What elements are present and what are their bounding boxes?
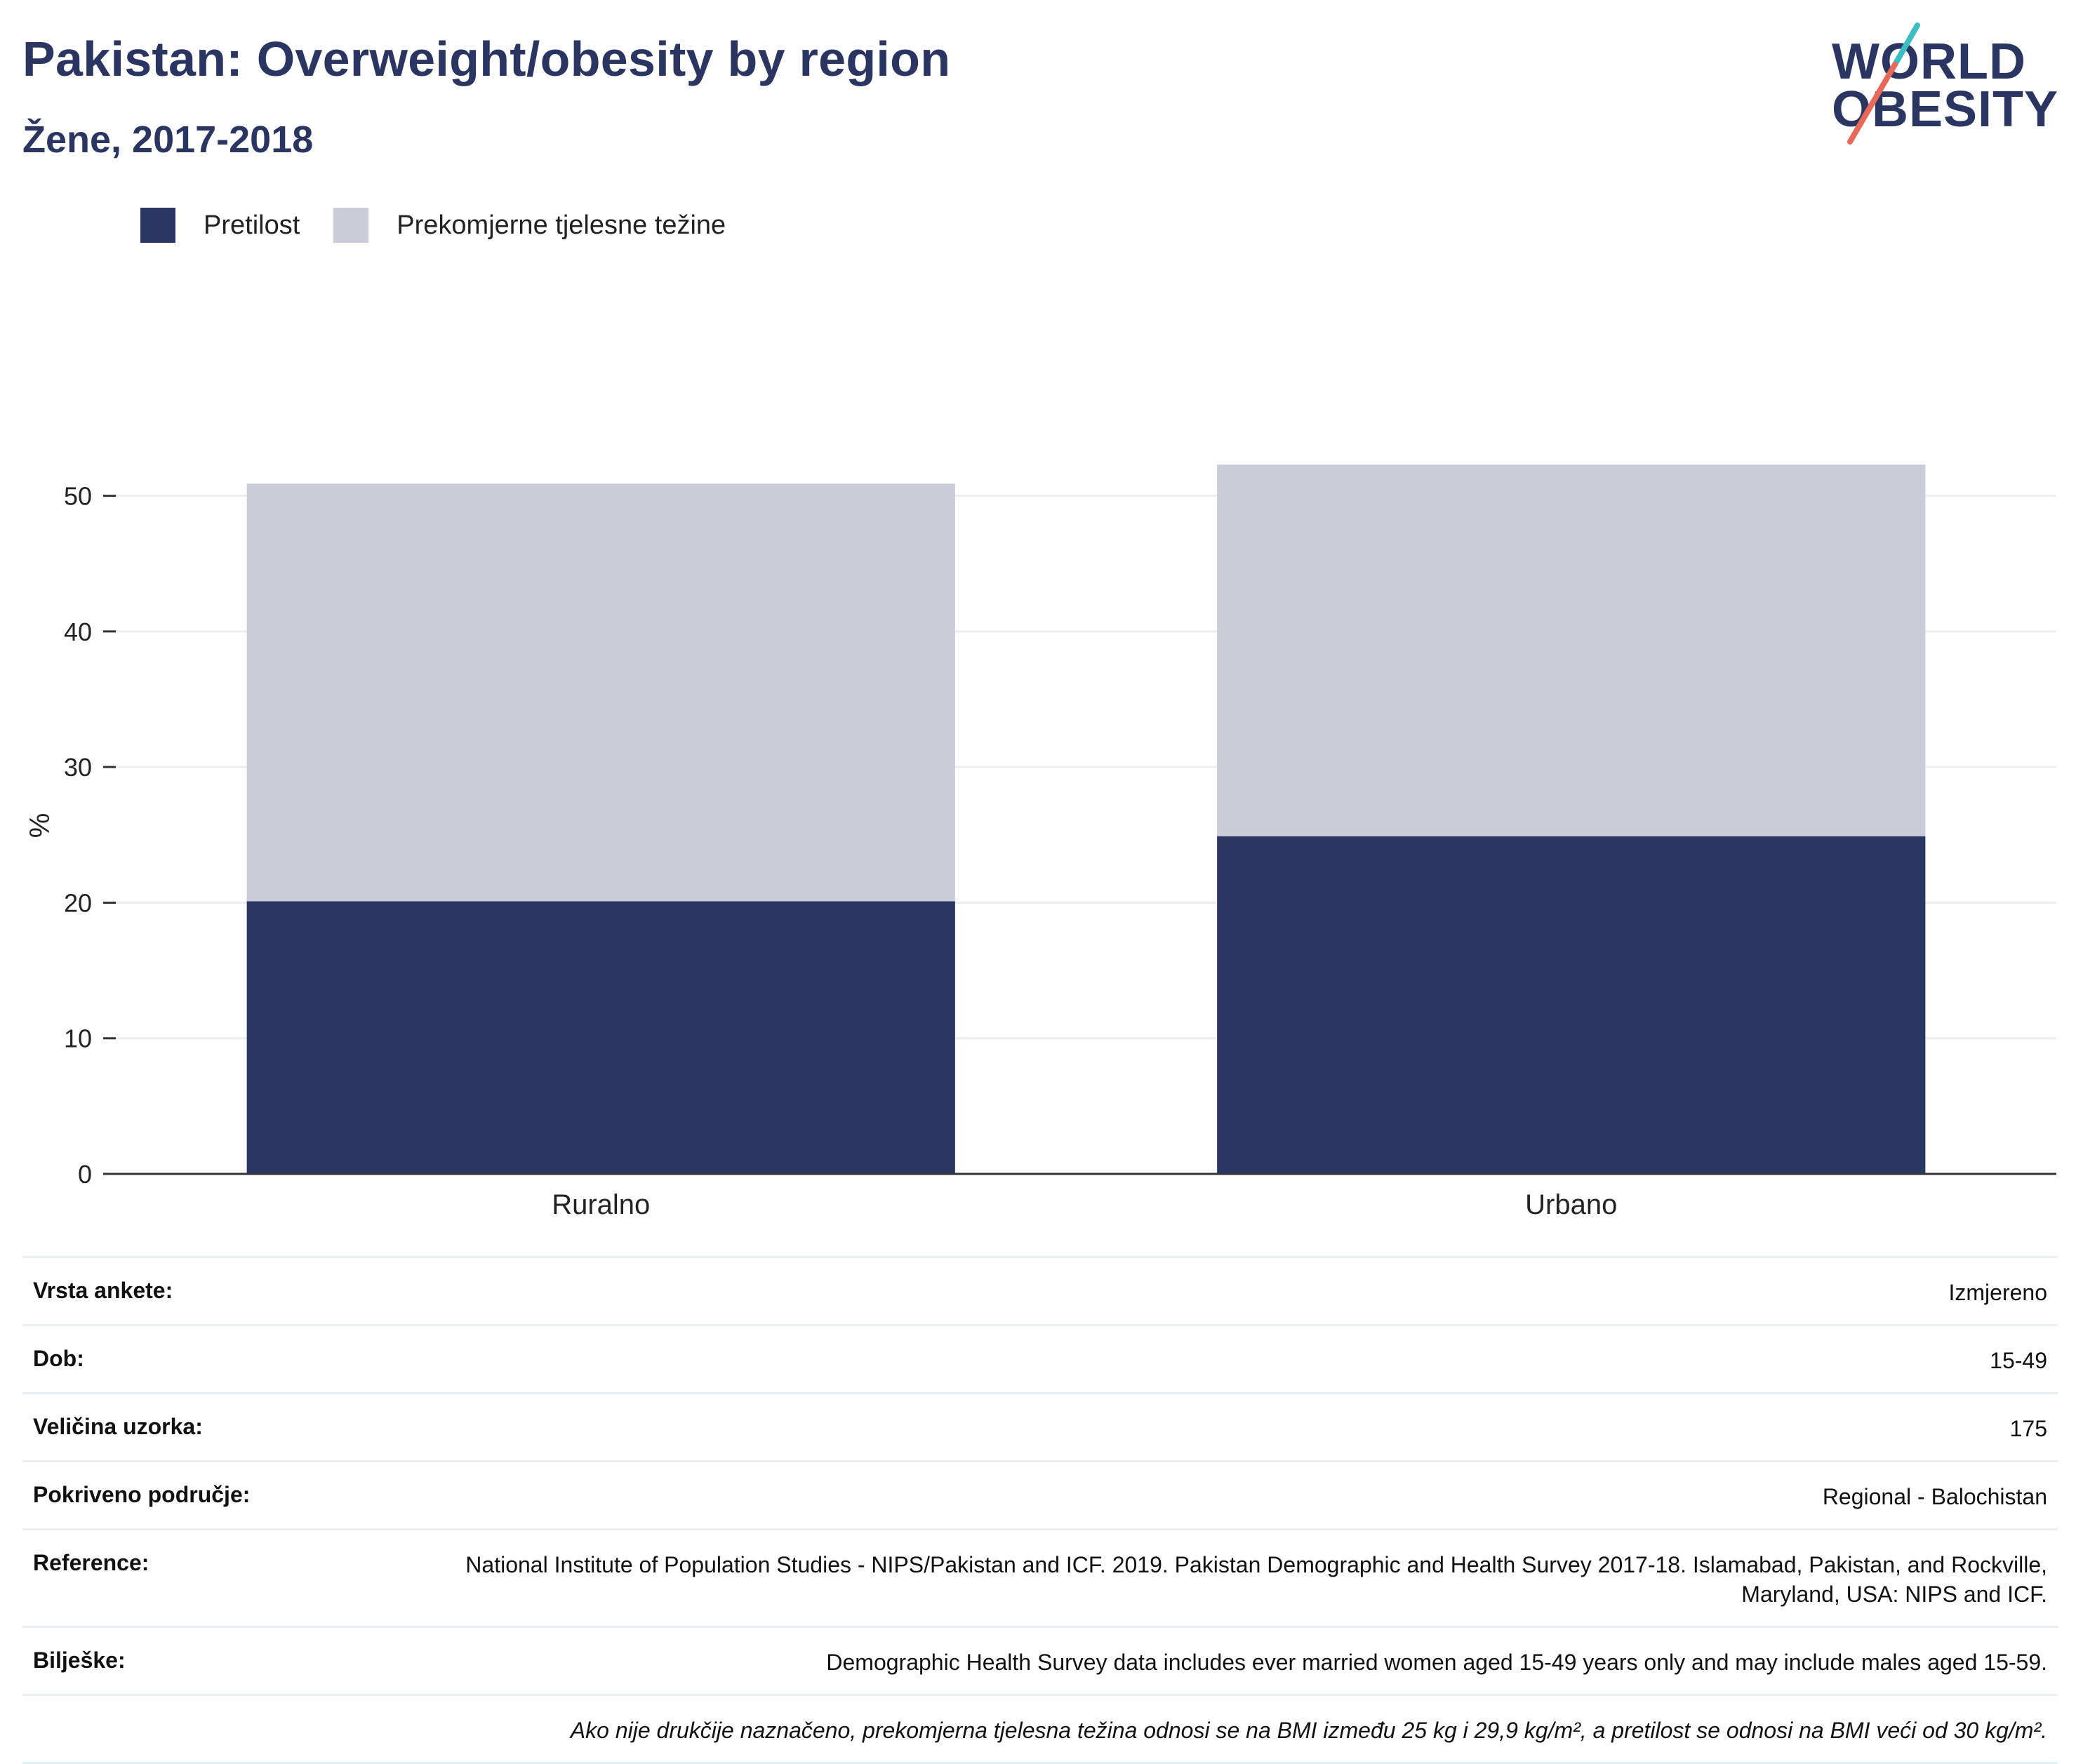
info-row-notes: Bilješke: Demographic Health Survey data… bbox=[22, 1626, 2058, 1694]
y-tick-label: 20 bbox=[64, 888, 92, 917]
legend-item-prekomjerne: Prekomjerne tjelesne težine bbox=[333, 208, 726, 243]
info-value: Regional - Balochistan bbox=[1822, 1484, 2047, 1509]
logo-slash-icon bbox=[1847, 22, 1920, 145]
x-tick-label: Urbano bbox=[1525, 1189, 1617, 1220]
info-value: National Institute of Population Studies… bbox=[465, 1552, 2047, 1607]
legend-label-pretilost: Pretilost bbox=[204, 210, 300, 240]
survey-info-table: Vrsta ankete: Izmjereno Dob: 15-49 Velič… bbox=[22, 1256, 2058, 1764]
y-axis-label: % bbox=[25, 813, 55, 838]
chart-subtitle: Žene, 2017-2018 bbox=[22, 119, 314, 161]
info-value: 175 bbox=[2009, 1416, 2047, 1441]
info-label: Reference: bbox=[33, 1550, 149, 1575]
legend-swatch-prekomjerne bbox=[333, 208, 369, 243]
info-row-survey-type: Vrsta ankete: Izmjereno bbox=[22, 1256, 2058, 1324]
info-label: Pokriveno područje: bbox=[33, 1482, 251, 1507]
y-tick-label: 50 bbox=[64, 482, 92, 511]
info-value: 15-49 bbox=[1990, 1348, 2047, 1373]
info-label: Veličina uzorka: bbox=[33, 1414, 203, 1439]
y-tick-label: 0 bbox=[78, 1160, 92, 1189]
info-row-age: Dob: 15-49 bbox=[22, 1324, 2058, 1392]
info-row-coverage: Pokriveno područje: Regional - Balochist… bbox=[22, 1460, 2058, 1528]
chart-title: Pakistan: Overweight/obesity by region bbox=[22, 32, 951, 86]
legend-swatch-pretilost bbox=[140, 208, 175, 243]
legend-item-pretilost: Pretilost bbox=[140, 208, 300, 243]
bar-urbano-pretilost bbox=[1217, 836, 1926, 1174]
definition-note: Ako nije drukčije naznačeno, prekomjerna… bbox=[570, 1718, 2047, 1743]
logo-line-1: WORLD bbox=[1832, 34, 2026, 90]
y-tick-label: 40 bbox=[64, 617, 92, 646]
bar-ruralno-prekomjerne bbox=[246, 483, 955, 902]
info-label: Bilješke: bbox=[33, 1648, 126, 1673]
y-tick-label: 30 bbox=[64, 753, 92, 782]
info-label: Dob: bbox=[33, 1346, 84, 1371]
world-obesity-logo: WORLD OBESITY bbox=[1832, 21, 2058, 147]
info-value: Demographic Health Survey data includes … bbox=[826, 1650, 2047, 1675]
bar-ruralno-pretilost bbox=[246, 901, 955, 1174]
info-value: Izmjereno bbox=[1948, 1280, 2048, 1305]
info-row-reference: Reference: National Institute of Populat… bbox=[22, 1528, 2058, 1626]
info-row-definition-note: Ako nije drukčije naznačeno, prekomjerna… bbox=[22, 1694, 2058, 1764]
chart-legend: Pretilost Prekomjerne tjelesne težine bbox=[140, 208, 759, 243]
stacked-bar-chart: 0 10 20 30 40 50% Ruralno Urbano bbox=[25, 465, 2056, 1220]
x-tick-label: Ruralno bbox=[552, 1189, 650, 1220]
bar-urbano-prekomjerne bbox=[1217, 465, 1926, 836]
info-row-sample-size: Veličina uzorka: 175 bbox=[22, 1392, 2058, 1460]
y-tick-label: 10 bbox=[64, 1024, 92, 1053]
legend-label-prekomjerne: Prekomjerne tjelesne težine bbox=[397, 210, 726, 240]
info-label: Vrsta ankete: bbox=[33, 1278, 173, 1303]
